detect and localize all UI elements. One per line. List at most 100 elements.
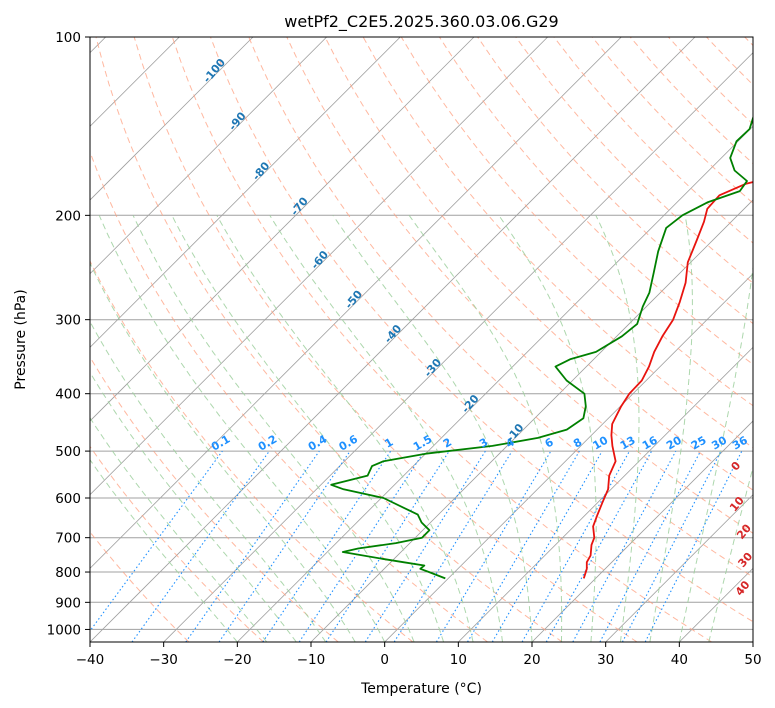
moist-adiabat-line	[408, 215, 563, 642]
moist-adiabat-line	[678, 263, 753, 642]
isotherm-line	[531, 420, 753, 642]
x-tick-label: −30	[149, 652, 178, 668]
mixing-ratio-line	[545, 450, 653, 642]
x-tick-label: 40	[671, 652, 688, 668]
mixing-ratio-label: 0.1	[209, 433, 232, 454]
dry-adiabat-line	[95, 37, 563, 642]
mixing-ratio-line	[572, 450, 677, 642]
mixing-ratio-line	[298, 450, 425, 642]
moist-adiabat-line	[90, 371, 297, 642]
moist-adiabat-line	[269, 215, 503, 642]
mixing-ratio-line	[467, 450, 580, 642]
moist-adiabat-label: 40	[733, 578, 753, 598]
mixing-ratio-line	[393, 450, 513, 642]
moist-adiabat-line	[90, 458, 238, 642]
y-axis-label: Pressure (hPa)	[13, 289, 29, 389]
dry-adiabat-label: -60	[308, 248, 331, 272]
dry-adiabat-line	[324, 37, 753, 491]
dry-adiabat-label: -40	[382, 322, 405, 346]
chart-title: wetPf2_C2E5.2025.360.03.06.G29	[284, 12, 558, 32]
dry-adiabat-line	[133, 37, 638, 642]
dry-adiabat-line	[591, 37, 753, 204]
y-tick-label: 200	[55, 208, 81, 224]
mixing-ratio-label: 0.6	[337, 432, 361, 453]
temperature-profile-line	[582, 181, 753, 579]
dry-adiabat-line	[286, 37, 753, 534]
isotherm-line	[605, 494, 753, 642]
mixing-ratio-line	[491, 450, 603, 642]
moist-adiabat-line	[216, 215, 474, 642]
y-tick-label: 500	[55, 444, 81, 460]
mixing-ratio-line	[364, 450, 486, 642]
mixing-ratio-label: 1.5	[411, 433, 434, 454]
y-tick-label: 700	[55, 531, 81, 547]
isotherm-line	[90, 37, 622, 569]
mixing-ratio-line	[435, 450, 552, 642]
x-tick-label: 30	[597, 652, 614, 668]
dry-adiabat-line	[171, 37, 712, 642]
isotherm-line	[90, 37, 475, 422]
dry-adiabat-line	[90, 445, 264, 642]
mixing-ratio-label: 16	[640, 433, 660, 452]
isotherm-line	[90, 37, 254, 201]
dry-adiabat-label: -70	[288, 194, 311, 218]
dry-adiabat-line	[90, 150, 488, 642]
moist-adiabat-line	[498, 215, 597, 642]
dry-adiabat-label: -90	[226, 109, 249, 133]
isotherm-line	[237, 125, 753, 642]
y-tick-label: 600	[55, 491, 81, 507]
moist-adiabat-line	[98, 215, 386, 642]
background-lines	[90, 37, 753, 642]
y-tick-label: 100	[55, 30, 81, 46]
dry-adiabat-line	[668, 37, 753, 125]
mixing-ratio-label: 10	[590, 433, 610, 452]
y-tick-label: 300	[55, 313, 81, 329]
mixing-ratio-line	[185, 450, 320, 642]
isotherm-line	[679, 567, 753, 642]
isotherm-line	[90, 37, 696, 642]
mixing-ratio-label: 0.2	[256, 433, 279, 454]
mixing-ratio-line	[644, 450, 743, 642]
dry-adiabat-line	[706, 37, 753, 86]
isotherm-line	[90, 37, 327, 275]
isotherm-line	[310, 199, 753, 642]
moist-adiabat-line	[649, 215, 693, 642]
mixing-ratio-line	[325, 450, 450, 642]
dry-adiabat-label: -50	[342, 288, 365, 312]
mixing-ratio-line	[90, 450, 223, 632]
mixing-ratio-line	[599, 450, 701, 642]
dry-adiabat-line	[210, 37, 753, 623]
x-tick-label: 50	[744, 652, 761, 668]
moist-adiabat-line	[90, 320, 327, 642]
x-axis-label: Temperature (°C)	[360, 681, 482, 697]
x-tick-label: −10	[297, 652, 326, 668]
dry-adiabat-line	[90, 259, 414, 642]
y-tick-label: 900	[55, 595, 81, 611]
isotherm-line	[163, 52, 753, 642]
y-tick-label: 800	[55, 565, 81, 581]
dry-adiabat-line	[438, 37, 753, 366]
mixing-ratio-label: 6	[543, 435, 556, 450]
moist-adiabat-label: 20	[734, 521, 754, 541]
mixing-ratio-line	[521, 450, 630, 642]
dry-adiabat-line	[515, 37, 753, 284]
moist-adiabat-line	[90, 262, 356, 642]
moist-adiabat-line	[90, 416, 268, 642]
y-tick-label: 400	[55, 387, 81, 403]
moist-adiabat-line	[171, 215, 445, 642]
mixing-ratio-label: 30	[709, 433, 729, 452]
dry-adiabat-line	[553, 37, 753, 244]
x-tick-label: 20	[523, 652, 540, 668]
dewpoint-profile-line	[330, 115, 753, 580]
mixing-ratio-label: 0.4	[306, 432, 330, 453]
mixing-ratio-label: 1	[382, 436, 395, 451]
plot-frame	[89, 36, 754, 643]
x-tick-label: −40	[76, 652, 105, 668]
axes: −40 −30 −20 −10 0 10 20 30 40 5010020030040050060…	[47, 30, 762, 668]
moist-adiabat-line	[332, 215, 533, 642]
dry-adiabat-line	[90, 356, 339, 642]
dry-adiabat-label: -30	[421, 356, 444, 380]
dry-adiabat-label: -20	[459, 392, 482, 416]
isotherm-line	[90, 37, 548, 496]
